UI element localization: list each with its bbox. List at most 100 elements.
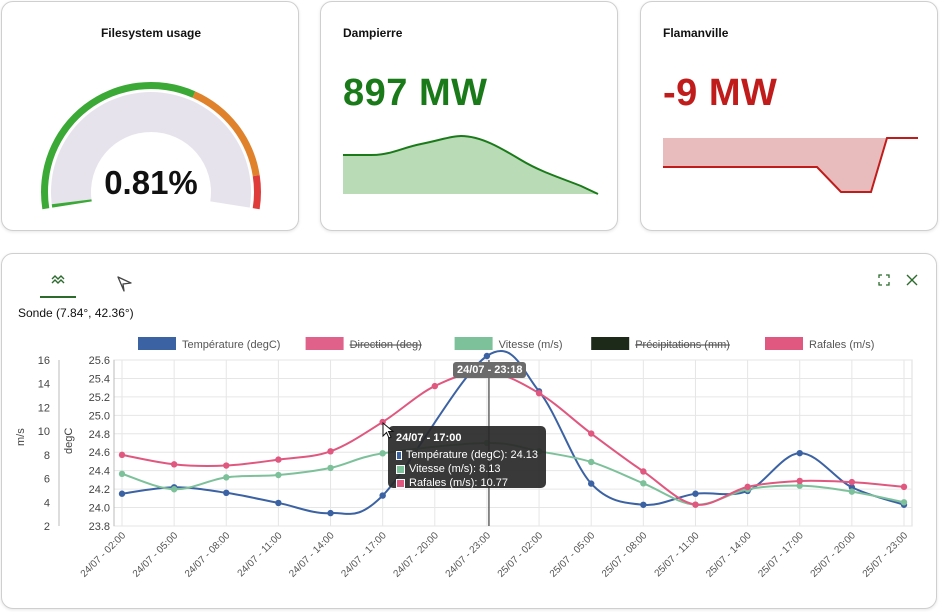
- flamanville-sparkline-line: [663, 137, 918, 193]
- axis-title-ms: m/s: [15, 428, 27, 446]
- tick-label-ms: 12: [38, 402, 50, 414]
- legend-item[interactable]: Rafales (m/s): [765, 337, 874, 351]
- x-tick-label: 24/07 - 11:00: [236, 530, 285, 579]
- legend-swatch: [765, 337, 803, 350]
- data-point: [796, 449, 803, 457]
- x-tick-label: 24/07 - 23:00: [444, 530, 494, 580]
- data-point: [118, 451, 126, 459]
- location-label: Sonde (7.84°, 42.36°): [18, 306, 134, 320]
- data-point: [640, 480, 647, 487]
- data-point: [796, 482, 803, 489]
- data-point: [848, 478, 856, 486]
- legend-item[interactable]: Précipitations (mm): [591, 337, 730, 351]
- data-point: [379, 450, 386, 457]
- tooltip-swatch-vitesse: [396, 464, 405, 474]
- filesystem-usage-value: 0.81%: [104, 164, 198, 201]
- tab-compass[interactable]: [112, 270, 138, 296]
- x-tick-label: 25/07 - 11:00: [653, 530, 702, 579]
- tooltip-text-rafales: Rafales (m/s): 10.77: [409, 477, 509, 489]
- flamanville-value: -9 MW: [663, 72, 778, 114]
- data-point: [327, 509, 334, 517]
- tick-label-degc: 24.2: [89, 484, 110, 496]
- tick-label-ms: 16: [38, 355, 50, 367]
- data-point: [588, 430, 595, 437]
- legend-label: Précipitations (mm): [635, 339, 730, 351]
- flamanville-sparkline: [663, 137, 918, 193]
- tick-label-degc: 24.4: [89, 466, 110, 478]
- tick-label-ms: 6: [44, 474, 50, 486]
- filesystem-gauge: [40, 82, 261, 210]
- legend-swatch: [305, 337, 344, 350]
- x-tick-label: 24/07 - 20:00: [391, 530, 441, 580]
- legend-item[interactable]: Température (degC): [138, 337, 280, 351]
- x-tick-label: 25/07 - 05:00: [548, 530, 598, 580]
- data-point: [327, 464, 334, 472]
- data-point: [170, 461, 178, 468]
- flamanville-sparkline-area: [663, 138, 887, 192]
- tick-label-degc: 24.8: [89, 429, 110, 441]
- x-tick-label: 24/07 - 08:00: [183, 530, 233, 580]
- x-tick-label: 25/07 - 02:00: [496, 530, 546, 580]
- expand-icon: [878, 274, 890, 286]
- legend-item[interactable]: Vitesse (m/s): [454, 337, 563, 351]
- data-point: [588, 480, 595, 487]
- data-point: [744, 483, 751, 491]
- expand-button[interactable]: [876, 272, 892, 288]
- data-point: [275, 456, 282, 463]
- legend-label: Température (degC): [182, 339, 280, 351]
- dampierre-sparkline: [343, 134, 599, 195]
- tick-label-degc: 25.2: [89, 392, 110, 404]
- tick-label-ms: 14: [38, 379, 50, 391]
- flamanville-card: Flamanville -9 MW: [640, 1, 938, 231]
- dampierre-value: 897 MW: [343, 72, 488, 114]
- legend-label: Rafales (m/s): [809, 339, 874, 351]
- legend-swatch: [591, 337, 630, 350]
- data-point: [118, 490, 126, 497]
- series-line: [121, 370, 905, 506]
- data-point: [327, 448, 334, 455]
- data-point: [692, 490, 699, 497]
- data-point: [223, 462, 230, 469]
- data-point: [223, 474, 230, 481]
- close-icon: [906, 274, 918, 286]
- gauge-track: [50, 91, 252, 208]
- tooltip-row-rafales: Rafales (m/s): 10.77: [396, 477, 538, 489]
- gauge-band-red: [252, 175, 261, 210]
- compass-icon: [117, 276, 132, 292]
- data-point: [640, 501, 647, 508]
- data-point: [796, 477, 803, 485]
- legend-item[interactable]: Direction (deg): [305, 337, 422, 351]
- axis-title-degc: degC: [63, 428, 75, 454]
- tooltip-row-temperature: Température (degC): 24.13: [396, 449, 538, 461]
- data-point: [640, 468, 647, 475]
- data-point: [483, 352, 491, 360]
- data-point: [900, 499, 908, 506]
- x-tick-label: 24/07 - 17:00: [339, 530, 389, 580]
- tooltip-row-vitesse: Vitesse (m/s): 8.13: [396, 463, 538, 475]
- tick-label-ms: 8: [44, 450, 50, 462]
- tick-label-degc: 25.4: [89, 373, 110, 385]
- data-point: [431, 382, 438, 390]
- weather-chart-panel: Sonde (7.84°, 42.36°) 25.6 25.4 25.2 25.0 24…: [1, 253, 937, 609]
- tick-label-ms: 4: [44, 497, 50, 509]
- tooltip-swatch-temperature: [396, 450, 402, 460]
- tooltip-title: 24/07 - 17:00: [396, 432, 462, 444]
- data-point: [900, 483, 908, 491]
- gauge-value-fill: [51, 199, 92, 208]
- data-point: [379, 492, 386, 499]
- tick-label-degc: 23.8: [89, 521, 110, 533]
- x-tick-label: 24/07 - 14:00: [287, 530, 337, 580]
- gauge-band-green: [40, 82, 196, 210]
- tick-label-degc: 25.6: [89, 355, 110, 367]
- data-point: [692, 501, 699, 508]
- data-point: [588, 458, 595, 466]
- tooltip-text-vitesse: Vitesse (m/s): 8.13: [409, 463, 501, 475]
- tab-chart[interactable]: [40, 270, 76, 298]
- tick-label-ms: 2: [44, 521, 50, 533]
- tooltip-text-temperature: Température (degC): 24.13: [405, 449, 538, 461]
- close-button[interactable]: [904, 272, 920, 288]
- legend-label: Direction (deg): [350, 339, 422, 351]
- data-point: [275, 499, 282, 507]
- x-tick-label: 24/07 - 02:00: [79, 530, 129, 580]
- tick-label-degc: 25.0: [89, 410, 110, 422]
